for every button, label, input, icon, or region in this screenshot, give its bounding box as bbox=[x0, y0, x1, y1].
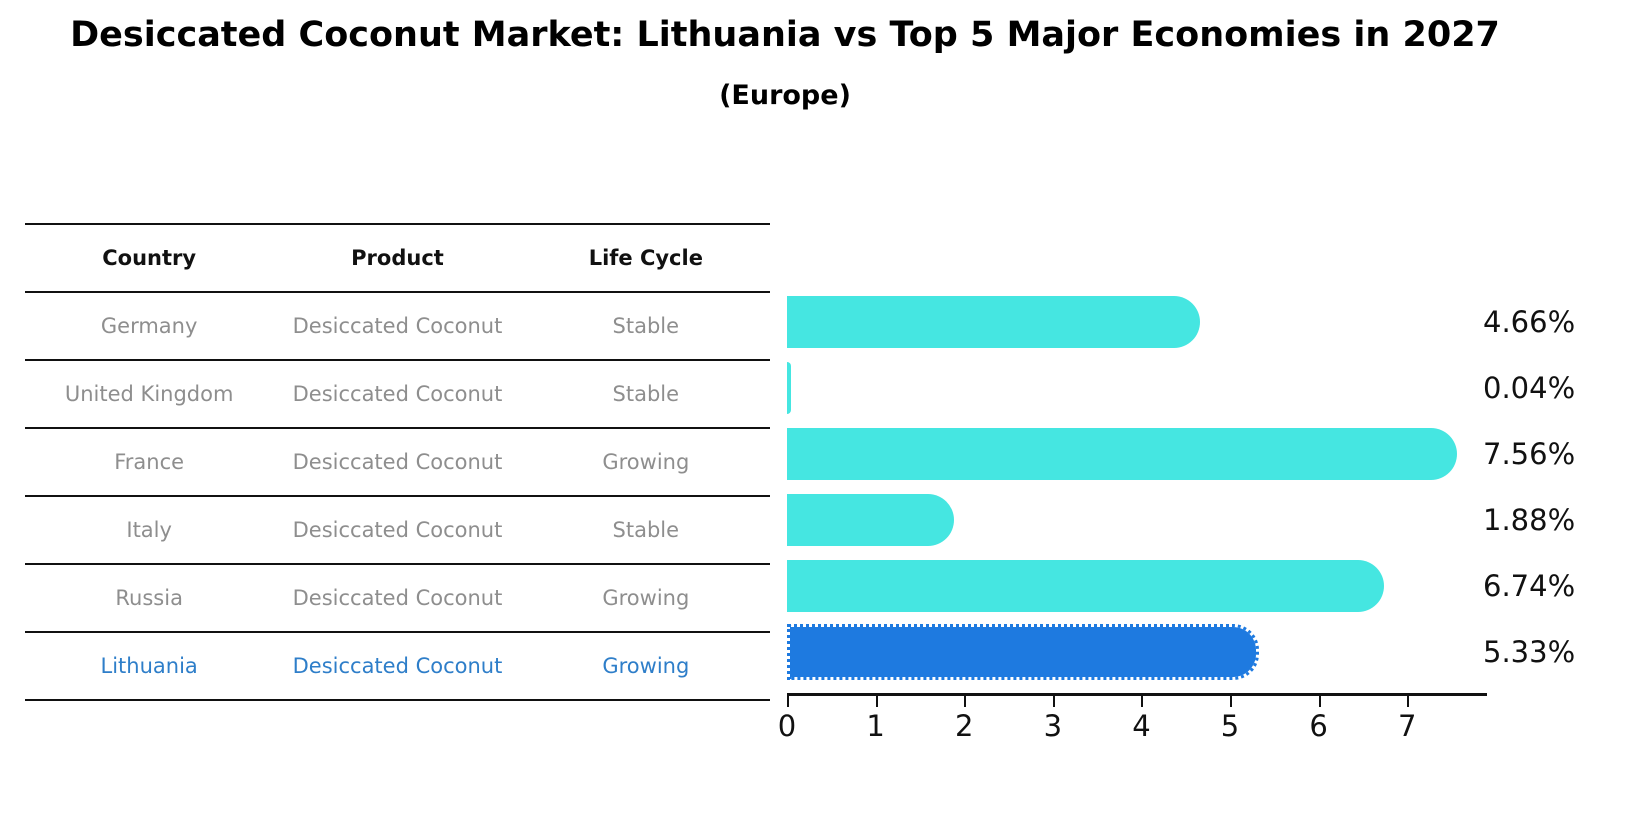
bar-row bbox=[787, 289, 1487, 355]
cell-country: France bbox=[114, 450, 185, 474]
chart-subtitle: (Europe) bbox=[719, 80, 851, 111]
bar-germany bbox=[787, 296, 1200, 348]
x-axis-tick bbox=[1407, 696, 1410, 707]
bar-value-label: 4.66% bbox=[1483, 305, 1576, 339]
country-table: Country Product Life Cycle Germany Desicc… bbox=[25, 223, 770, 701]
bar-russia bbox=[787, 560, 1385, 612]
x-axis-tick bbox=[1230, 696, 1233, 707]
x-axis-tick-label: 2 bbox=[954, 709, 974, 743]
cell-country: United Kingdom bbox=[64, 382, 234, 406]
x-axis-tick-label: 7 bbox=[1398, 709, 1417, 743]
cell-product: Desiccated Coconut bbox=[292, 518, 503, 542]
bar-lithuania bbox=[787, 624, 1260, 680]
cell-life-cycle: Growing bbox=[602, 586, 690, 610]
column-header-country: Country bbox=[102, 246, 197, 270]
x-axis-tick bbox=[1141, 696, 1144, 707]
cell-country: Italy bbox=[126, 518, 172, 542]
x-axis-tick bbox=[1052, 696, 1055, 707]
bar-value-label: 0.04% bbox=[1483, 371, 1576, 405]
x-axis-tick bbox=[1318, 696, 1321, 707]
x-axis-tick-label: 3 bbox=[1043, 709, 1063, 743]
bar-row bbox=[787, 553, 1487, 619]
value-labels: 4.66% 0.04% 7.56% 1.88% 6.74% 5.33% bbox=[1483, 289, 1625, 685]
table-header-row: Country Product Life Cycle bbox=[25, 223, 770, 293]
x-axis-tick-label: 6 bbox=[1309, 709, 1328, 743]
bar-row bbox=[787, 487, 1487, 553]
cell-life-cycle: Stable bbox=[612, 382, 680, 406]
cell-product: Desiccated Coconut bbox=[292, 450, 503, 474]
cell-product: Desiccated Coconut bbox=[292, 586, 503, 610]
bar-value-label: 7.56% bbox=[1483, 437, 1576, 471]
table-rows: Germany Desiccated Coconut Stable United Ki… bbox=[25, 293, 770, 701]
cell-life-cycle: Stable bbox=[612, 518, 680, 542]
cell-country: Lithuania bbox=[100, 654, 198, 678]
bar-united-kingdom bbox=[787, 362, 791, 414]
cell-product: Desiccated Coconut bbox=[292, 654, 503, 678]
table-row: Germany Desiccated Coconut Stable bbox=[25, 293, 770, 361]
table-row: France Desiccated Coconut Growing bbox=[25, 429, 770, 497]
table-row: Lithuania Desiccated Coconut Growing bbox=[25, 633, 770, 701]
cell-product: Desiccated Coconut bbox=[292, 314, 503, 338]
x-axis-tick-label: 5 bbox=[1220, 709, 1240, 743]
cell-life-cycle: Stable bbox=[612, 314, 680, 338]
table-row: Italy Desiccated Coconut Stable bbox=[25, 497, 770, 565]
column-header-life-cycle: Life Cycle bbox=[588, 246, 703, 270]
bar-value-label: 5.33% bbox=[1483, 635, 1576, 669]
table-row: Russia Desiccated Coconut Growing bbox=[25, 565, 770, 633]
bar-value-label: 1.88% bbox=[1483, 503, 1576, 537]
x-axis-tick bbox=[964, 696, 967, 707]
x-axis-tick-label: 4 bbox=[1132, 709, 1151, 743]
x-axis-tick bbox=[875, 696, 878, 707]
bar-value-label: 6.74% bbox=[1483, 569, 1576, 603]
bar-chart bbox=[787, 289, 1487, 685]
bar-row bbox=[787, 355, 1487, 421]
cell-life-cycle: Growing bbox=[602, 450, 690, 474]
column-header-product: Product bbox=[351, 246, 444, 270]
cell-country: Germany bbox=[100, 314, 198, 338]
x-axis-tick bbox=[787, 696, 789, 707]
cell-country: Russia bbox=[115, 586, 183, 610]
cell-life-cycle: Growing bbox=[602, 654, 690, 678]
x-axis-tick-label: 1 bbox=[866, 709, 885, 743]
x-axis: 0 1 2 3 4 5 6 7 bbox=[778, 693, 1487, 756]
bar-italy bbox=[787, 494, 954, 546]
cell-product: Desiccated Coconut bbox=[292, 382, 503, 406]
bar-france bbox=[787, 428, 1457, 480]
bar-row bbox=[787, 619, 1487, 685]
chart-title: Desiccated Coconut Market: Lithuania vs … bbox=[70, 15, 1500, 55]
bar-row bbox=[787, 421, 1487, 487]
table-row: United Kingdom Desiccated Coconut Stable bbox=[25, 361, 770, 429]
x-axis-tick-label: 0 bbox=[777, 709, 797, 743]
